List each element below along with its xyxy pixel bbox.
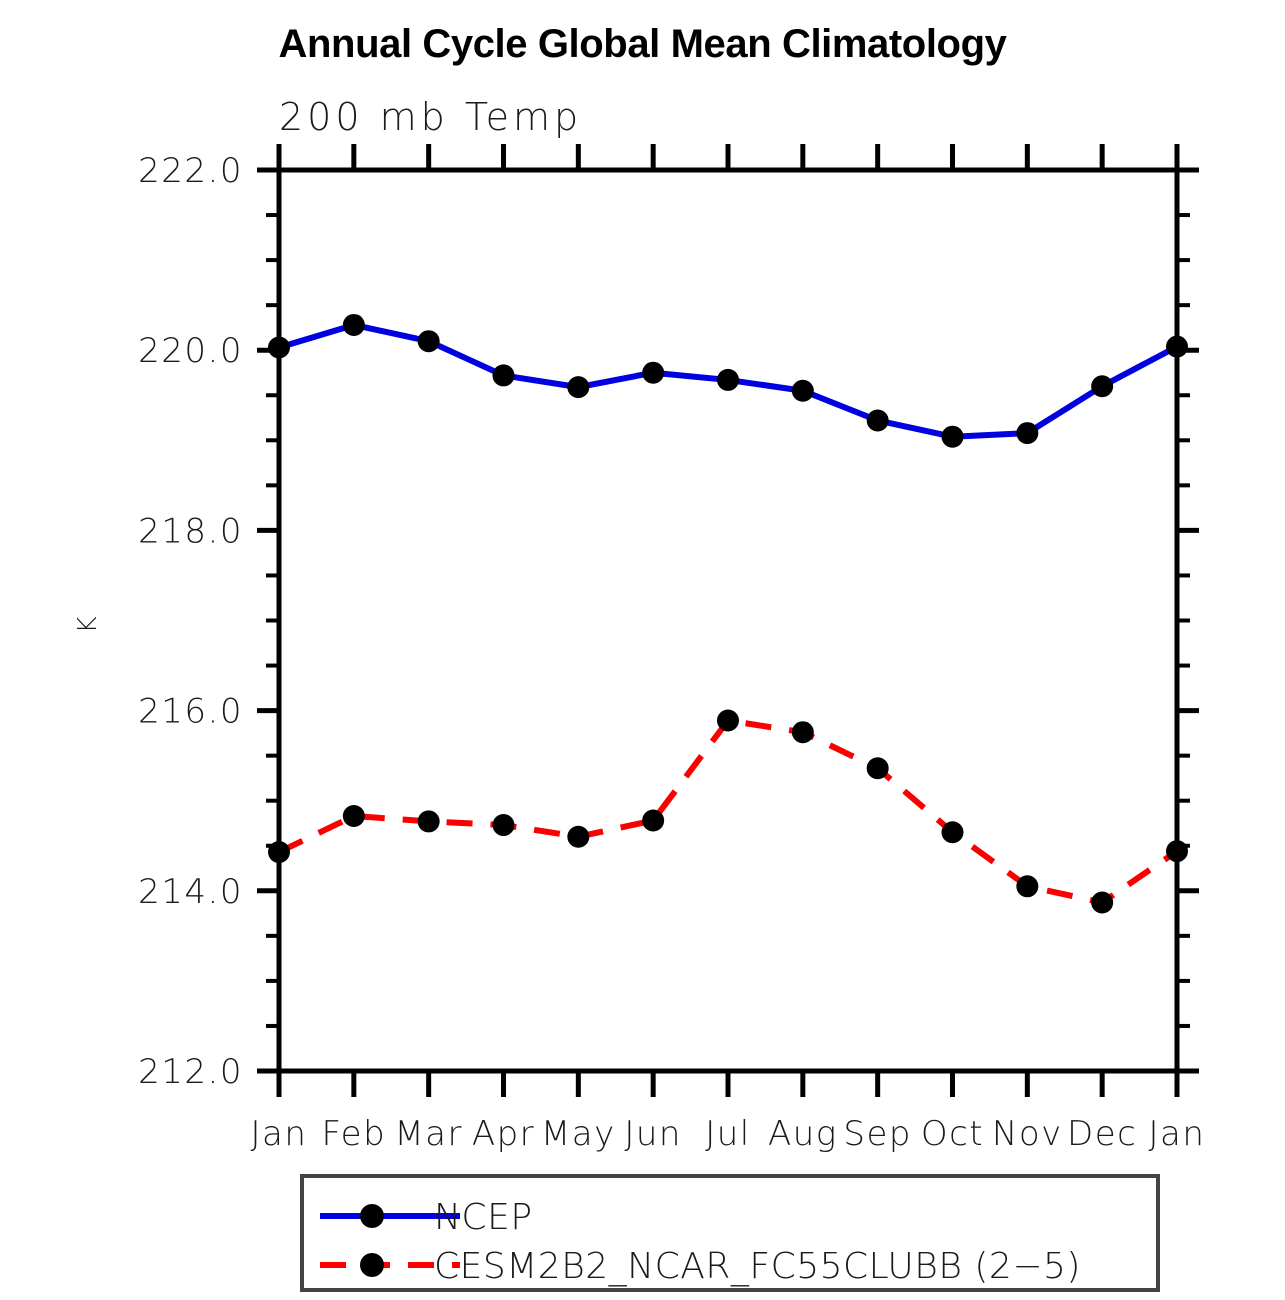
series-marker-1 bbox=[492, 814, 515, 837]
x-axis-ticks bbox=[276, 144, 1180, 1097]
chart-title: Annual Cycle Global Mean Climatology bbox=[278, 22, 1007, 66]
plot-frame bbox=[276, 167, 1180, 1074]
x-tick-label: Oct bbox=[921, 1114, 984, 1154]
series-marker-0 bbox=[567, 376, 590, 399]
y-axis-ticks bbox=[257, 167, 1199, 1074]
x-tick-label: Jul bbox=[705, 1114, 751, 1154]
series-marker-0 bbox=[268, 336, 290, 359]
y-tick-label: 216.0 bbox=[138, 692, 243, 732]
x-tick-label: Apr bbox=[472, 1114, 535, 1154]
x-tick-label: Sep bbox=[843, 1114, 912, 1154]
series-marker-1 bbox=[342, 805, 365, 828]
y-axis-tick-labels: 222.0 220.0 218.0 216.0 214.0 212.0 bbox=[138, 151, 243, 1092]
series-marker-1 bbox=[1091, 891, 1114, 914]
series-marker-0 bbox=[1016, 422, 1039, 445]
series-marker-0 bbox=[866, 409, 889, 432]
x-tick-label: Dec bbox=[1067, 1114, 1137, 1154]
series-marker-0 bbox=[417, 330, 440, 353]
x-tick-label: Aug bbox=[768, 1114, 838, 1154]
y-tick-label: 222.0 bbox=[138, 151, 243, 191]
series-marker-1 bbox=[567, 825, 590, 848]
x-tick-label: Mar bbox=[394, 1114, 463, 1154]
chart-subtitle: 200 mb Temp bbox=[279, 95, 583, 139]
legend-entries: NCEP CESM2B2_NCAR_FC55CLUBB (2−5) bbox=[320, 1197, 1081, 1287]
data-series-layer bbox=[268, 313, 1188, 914]
series-marker-1 bbox=[791, 721, 814, 744]
y-tick-label: 212.0 bbox=[138, 1052, 243, 1092]
series-marker-1 bbox=[866, 757, 889, 780]
legend-label-0: NCEP bbox=[434, 1197, 533, 1238]
legend-marker-0 bbox=[360, 1204, 384, 1228]
series-marker-0 bbox=[941, 425, 964, 448]
series-marker-1 bbox=[1166, 840, 1188, 863]
series-marker-1 bbox=[417, 810, 440, 833]
x-tick-label: May bbox=[541, 1114, 616, 1154]
series-marker-0 bbox=[642, 361, 665, 384]
series-marker-0 bbox=[492, 364, 515, 387]
x-tick-label: Feb bbox=[321, 1114, 386, 1154]
series-marker-1 bbox=[642, 809, 665, 832]
y-tick-label: 220.0 bbox=[138, 331, 243, 371]
y-tick-label: 218.0 bbox=[138, 511, 243, 551]
series-marker-1 bbox=[268, 841, 290, 864]
series-marker-0 bbox=[717, 368, 739, 391]
x-axis-tick-labels: Jan Feb Mar Apr May Jun Jul Aug Sep Oct Nov Dec Jan bbox=[251, 1114, 1206, 1154]
x-tick-label: Jan bbox=[1149, 1114, 1206, 1154]
legend-marker-1 bbox=[360, 1253, 384, 1277]
x-tick-label: Jun bbox=[624, 1114, 682, 1154]
series-line-1 bbox=[277, 717, 1179, 906]
y-tick-label: 214.0 bbox=[138, 872, 243, 912]
x-tick-label: Nov bbox=[992, 1114, 1063, 1154]
y-axis-label: K bbox=[73, 616, 103, 633]
series-marker-1 bbox=[941, 821, 964, 844]
series-marker-1 bbox=[717, 709, 739, 732]
series-marker-0 bbox=[1091, 375, 1114, 398]
legend-box bbox=[300, 1174, 1160, 1292]
series-marker-1 bbox=[1016, 875, 1039, 898]
series-marker-0 bbox=[1166, 335, 1188, 358]
legend-label-1: CESM2B2_NCAR_FC55CLUBB (2−5) bbox=[434, 1246, 1081, 1287]
x-tick-label: Jan bbox=[251, 1114, 308, 1154]
series-marker-0 bbox=[342, 313, 365, 336]
series-marker-0 bbox=[791, 379, 814, 402]
